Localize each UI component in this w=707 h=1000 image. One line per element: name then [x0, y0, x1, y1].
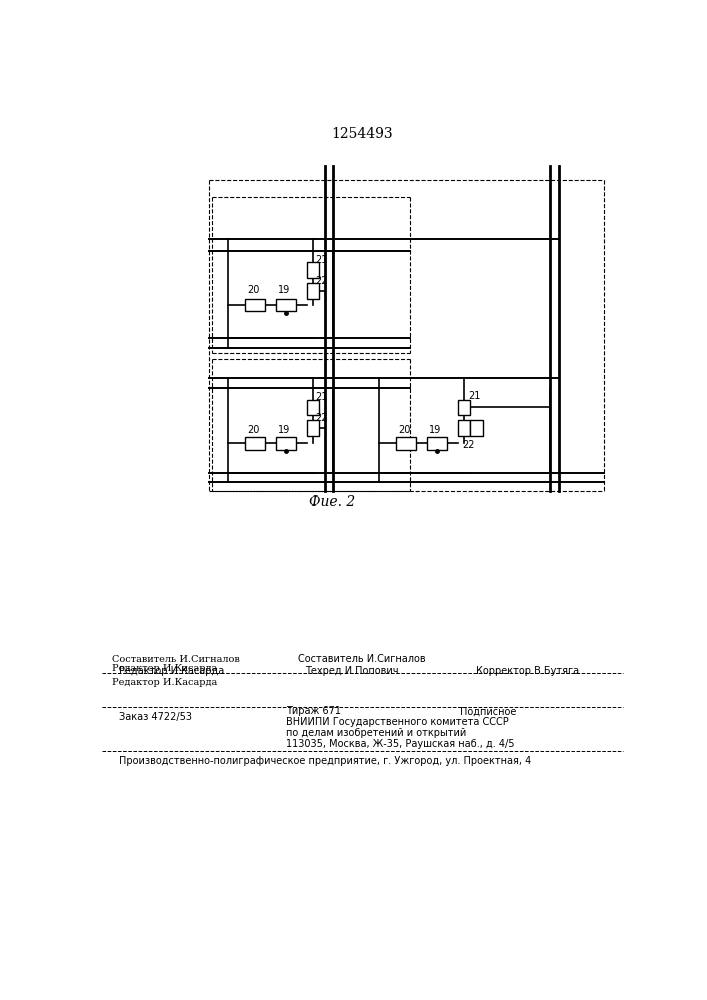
Bar — [307, 283, 320, 299]
Text: Составитель И.Сигналов: Составитель И.Сигналов — [298, 654, 426, 664]
Text: 20: 20 — [247, 285, 259, 295]
Text: Производственно-полиграфическое предприятие, г. Ужгород, ул. Проектная, 4: Производственно-полиграфическое предприя… — [119, 756, 532, 766]
Bar — [396, 437, 416, 450]
Bar — [276, 299, 296, 311]
Text: 21: 21 — [468, 391, 481, 401]
Text: Подписное: Подписное — [460, 706, 517, 716]
Bar — [458, 400, 470, 415]
Text: Составитель И.Сигналов: Составитель И.Сигналов — [112, 654, 240, 664]
Text: Заказ 4722/53: Заказ 4722/53 — [119, 712, 192, 722]
Bar — [245, 299, 265, 311]
Text: Тираж 671: Тираж 671 — [286, 706, 341, 716]
Text: ВНИИПИ Государственного комитета СССР: ВНИИПИ Государственного комитета СССР — [286, 717, 509, 727]
Text: 19: 19 — [429, 425, 442, 435]
Text: 22: 22 — [315, 276, 328, 286]
Text: 1254493: 1254493 — [331, 127, 393, 141]
Text: 113035, Москва, Ж-35, Раушская наб., д. 4/5: 113035, Москва, Ж-35, Раушская наб., д. … — [286, 739, 515, 749]
Text: Фие. 2: Фие. 2 — [310, 495, 356, 509]
Text: Редактор И.Касарда: Редактор И.Касарда — [112, 678, 217, 687]
Text: 20: 20 — [247, 425, 259, 435]
Text: 20: 20 — [398, 425, 411, 435]
Text: 19: 19 — [279, 425, 291, 435]
Text: 19: 19 — [279, 285, 291, 295]
Text: Корректор В.Бутяга: Корректор В.Бутяга — [476, 666, 579, 676]
Bar — [470, 420, 483, 436]
Bar — [245, 437, 265, 450]
Bar — [276, 437, 296, 450]
Text: Техред И.Попович: Техред И.Попович — [305, 666, 399, 676]
Bar — [458, 420, 470, 436]
Text: Редактор И.Касарда: Редактор И.Касарда — [112, 664, 217, 673]
Text: 21: 21 — [315, 392, 328, 402]
Bar — [307, 262, 320, 278]
Text: 22: 22 — [315, 413, 328, 423]
Text: Редактор И.Касарда: Редактор И.Касарда — [119, 666, 225, 676]
Text: по делам изобретений и открытий: по делам изобретений и открытий — [286, 728, 466, 738]
Bar — [307, 400, 320, 415]
Text: 22: 22 — [462, 440, 474, 450]
Bar — [307, 420, 320, 436]
Bar — [427, 437, 448, 450]
Text: 21: 21 — [315, 255, 328, 265]
